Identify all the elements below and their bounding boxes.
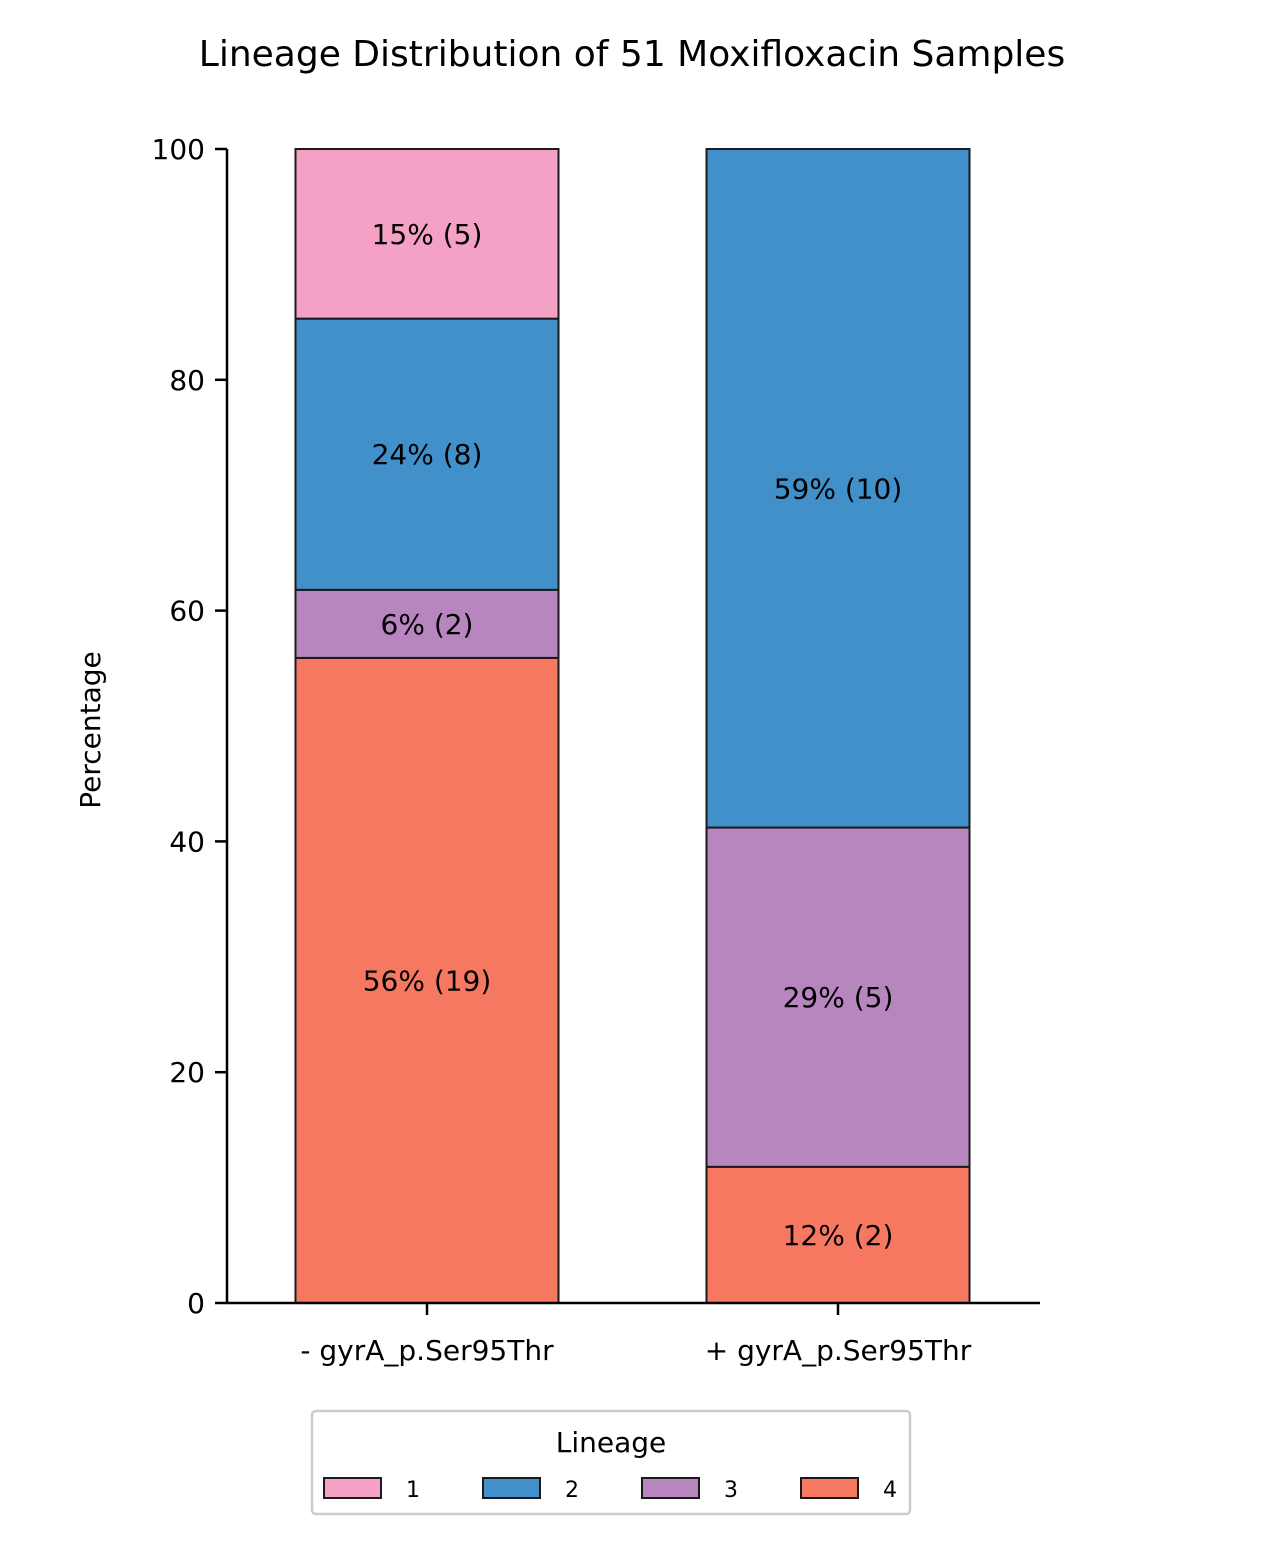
legend-title: Lineage [556,1426,667,1459]
y-tick-label: 100 [152,133,205,166]
plot-area: 56% (19) 6% (2) 24% (8) 15% (5) 12% (2) 29% (… [152,133,1040,1367]
legend-swatch-lineage-1 [323,1477,382,1499]
legend-swatch-lineage-4 [800,1477,859,1499]
bar-segment-lineage-4 [705,1165,971,1304]
bar-data-label: 12% (2) [783,1219,894,1252]
legend-frame [310,1409,912,1516]
legend-label: 2 [565,1478,579,1503]
legend-label: 3 [724,1478,738,1503]
bar-data-label: 15% (5) [372,218,483,251]
y-tick-label: 20 [169,1056,205,1089]
y-tick-label: 60 [169,595,205,628]
y-axis-label: Percentage [74,651,107,809]
x-tick-label: - gyrA_p.Ser95Thr [300,1334,554,1367]
bar-segment-lineage-4 [294,656,560,1304]
bar-data-label: 24% (8) [372,438,483,471]
x-tick-label: + gyrA_p.Ser95Thr [705,1334,972,1367]
bar-segment-lineage-3 [705,826,971,1168]
legend-label: 1 [406,1478,420,1503]
bar-segment-lineage-2 [705,148,971,829]
bar-data-label: 29% (5) [783,981,894,1014]
legend: Lineage 1 2 3 4 [310,1409,912,1516]
bar-segment-lineage-1 [294,148,560,320]
y-tick-label: 80 [169,364,205,397]
chart-title: Lineage Distribution of 51 Moxifloxacin … [199,34,1065,75]
bar-data-label: 6% (2) [381,608,474,641]
legend-label: 4 [883,1478,897,1503]
bar-data-label: 56% (19) [363,964,492,997]
bar-segment-lineage-3 [294,588,560,659]
bar-data-label: 59% (10) [774,472,903,505]
legend-swatch-lineage-3 [641,1477,700,1499]
legend-swatch-lineage-2 [482,1477,541,1499]
y-tick-label: 0 [187,1287,205,1320]
y-tick-label: 40 [169,825,205,858]
